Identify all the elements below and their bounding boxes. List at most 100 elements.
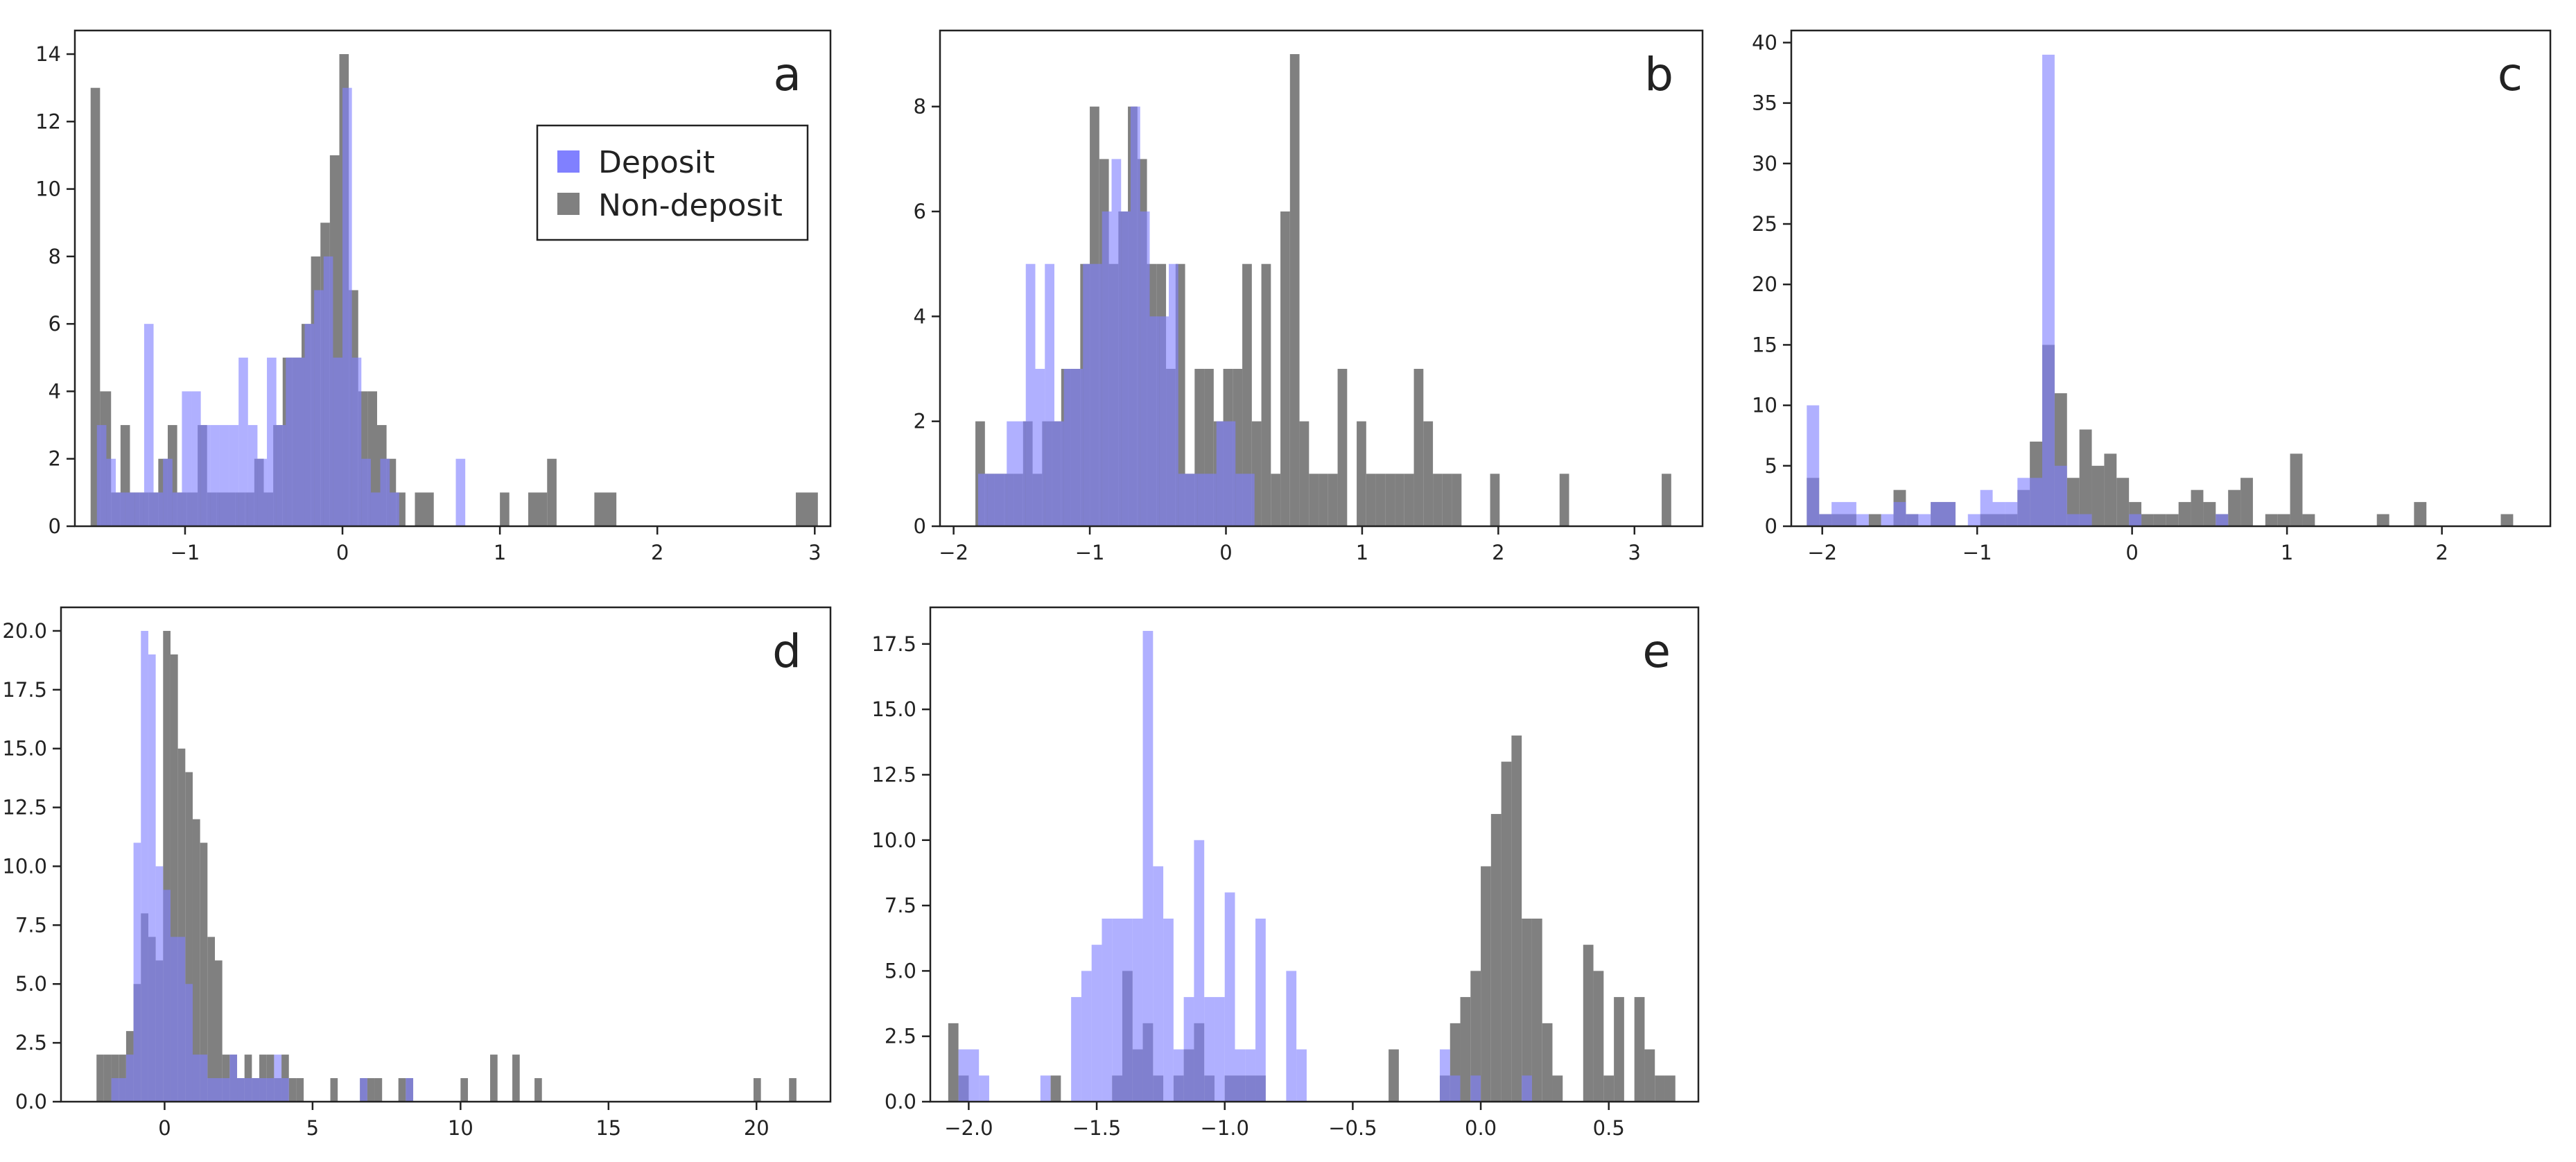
panel-c-deposit-bar	[2005, 502, 2018, 526]
panel-d-deposit-bar	[266, 1078, 275, 1102]
panel-a-deposit-bar	[229, 425, 239, 526]
panel-d-non-deposit-bar	[534, 1078, 542, 1102]
panel-a-deposit-bar	[304, 324, 315, 526]
panel-a-frame	[73, 29, 832, 528]
panel-c-deposit-bar	[2017, 478, 2030, 526]
histogram-panel-e: −2.0 −1.5 −1.0 −0.5 0.0 0.5 0.0 2.5 5.0 7.5 10.0 12…	[871, 606, 1700, 1140]
panel-e-deposit-bar	[1142, 630, 1154, 1102]
panel-e-frame	[929, 606, 1700, 1103]
panel-a-deposit-bar	[172, 492, 182, 526]
panel-e-deposit-bar	[1153, 866, 1164, 1102]
panel-b-deposit-bar	[1149, 316, 1160, 526]
panel-e-non-deposit-bar	[1603, 1075, 1615, 1102]
panel-e-deposit-bar	[958, 1049, 980, 1102]
panel-e-non-deposit-bar	[1655, 1075, 1665, 1102]
panel-b-x-tick-label: 3	[1628, 541, 1641, 564]
panel-b-non-deposit-bar	[1289, 54, 1300, 527]
panel-b-deposit-bar	[978, 474, 988, 526]
panel-e-deposit-bar	[1102, 918, 1113, 1102]
panel-d-y-tick-label: 20.0	[2, 619, 47, 643]
panel-a-non-deposit-bar	[500, 492, 510, 526]
panel-b-deposit-bar	[1007, 421, 1016, 526]
panel-c-non-deposit-bar	[2104, 453, 2117, 526]
panel-b-deposit-bar	[1111, 159, 1122, 526]
panel-b-non-deposit-bar	[1366, 474, 1376, 526]
panel-b-deposit-bar	[1178, 474, 1188, 526]
panel-a-deposit-bar	[238, 357, 248, 526]
panel-d-non-deposit-bar	[185, 772, 193, 1102]
panel-d-non-deposit-bar	[177, 748, 186, 1102]
panel-a-bars	[90, 54, 818, 527]
panel-b-non-deposit-bar	[1404, 474, 1414, 526]
panel-c-non-deposit-bar	[1868, 514, 1881, 526]
panel-c-non-deposit-bar	[2265, 514, 2278, 526]
panel-c-deposit-bar	[1967, 514, 1981, 526]
panel-a-deposit-bar	[134, 492, 144, 526]
panel-a-deposit-bar	[143, 324, 154, 526]
panel-e-non-deposit-bar	[1389, 1049, 1399, 1102]
panel-b-non-deposit-bar	[1559, 474, 1569, 526]
panel-e-x-tick-label: −1.0	[1201, 1116, 1249, 1140]
panel-a-deposit-bar	[96, 425, 107, 526]
panel-d-deposit-bar	[252, 1078, 260, 1102]
panel-a-deposit-bar	[323, 256, 333, 526]
panel-d-non-deposit-bar	[215, 960, 223, 1102]
panel-a-deposit-bar	[342, 87, 352, 526]
panel-e-non-deposit-bar	[1644, 1049, 1655, 1102]
panel-c-non-deposit-bar	[2414, 502, 2427, 526]
panel-b-frame	[939, 29, 1704, 528]
panel-a-non-deposit-bar	[90, 87, 101, 526]
panel-e-deposit-bar	[1194, 840, 1205, 1102]
legend-label-non-deposit: Non-deposit	[598, 188, 783, 223]
panel-c-x-tick-label: 1	[2281, 541, 2293, 564]
panel-c-x-tick-label: 0	[2125, 541, 2138, 564]
panel-d-deposit-bar	[274, 1055, 282, 1102]
panel-b-x-tick-label: 2	[1492, 541, 1504, 564]
panel-a-y-tick-label: 14	[35, 42, 61, 66]
panel-c-deposit-bar	[1843, 502, 1856, 526]
panel-a-label: a	[774, 48, 801, 101]
panel-c-x-tick-label: −2	[1807, 541, 1837, 564]
panel-b-deposit-bar	[1140, 211, 1150, 526]
panel-c-non-deposit-bar	[2277, 514, 2290, 526]
panel-e-y-tick-label: 15.0	[871, 697, 916, 721]
panel-a-x-tick-label: 3	[808, 541, 821, 564]
panel-c-deposit-bar	[1918, 514, 1931, 526]
panel-b-deposit-bar	[1016, 421, 1026, 526]
panel-b-non-deposit-bar	[1271, 474, 1281, 526]
panel-d-y-tick-label: 12.5	[2, 796, 47, 820]
panel-e-deposit-bar	[1255, 918, 1266, 1102]
panel-e-y-tick-label: 17.5	[871, 632, 916, 656]
panel-e-non-deposit-bar	[1460, 997, 1471, 1102]
panel-b-non-deposit-bar	[1442, 474, 1452, 526]
panel-e-non-deposit-bar	[948, 1023, 959, 1102]
panel-c-y-tick-label: 15	[1752, 333, 1777, 356]
panel-b-non-deposit-bar	[1413, 369, 1424, 526]
panel-d-deposit-bar	[406, 1078, 414, 1102]
panel-d-deposit-bar	[215, 1078, 223, 1102]
panel-e-x-tick-label: −0.5	[1328, 1116, 1377, 1140]
panel-d-deposit-bar	[141, 630, 148, 1102]
panel-c-y-tick-label: 35	[1752, 92, 1777, 115]
panel-e-y-tick-label: 0.0	[885, 1090, 916, 1113]
panel-a-non-deposit-bar	[796, 492, 818, 526]
panel-e-y-tick-label: 5.0	[885, 959, 916, 982]
panel-a-non-deposit-bar	[415, 492, 434, 526]
panel-a-deposit-bar	[370, 492, 381, 526]
panel-c-deposit-bar	[2079, 514, 2092, 526]
panel-d-non-deposit-bar	[490, 1055, 498, 1102]
panel-e-deposit-bar	[1173, 1049, 1184, 1102]
panel-a-deposit-bar	[380, 458, 390, 526]
panel-e-non-deposit-bar	[1664, 1075, 1676, 1102]
panel-c-non-deposit-bar	[2228, 489, 2241, 526]
panel-d-deposit-bar	[200, 1055, 208, 1102]
panel-c-non-deposit-bar	[2240, 478, 2253, 526]
panel-d-non-deposit-bar	[192, 819, 200, 1102]
panel-c-deposit-bar	[1807, 405, 1820, 526]
histogram-panel-d: 0 5 10 15 20 0.0 2.5 5.0 7.5 10.0 12.5 15.0 17.5 20.0…	[2, 606, 832, 1140]
panel-c-deposit-bar	[1819, 514, 1832, 526]
panel-b-deposit-bar	[1035, 369, 1045, 526]
